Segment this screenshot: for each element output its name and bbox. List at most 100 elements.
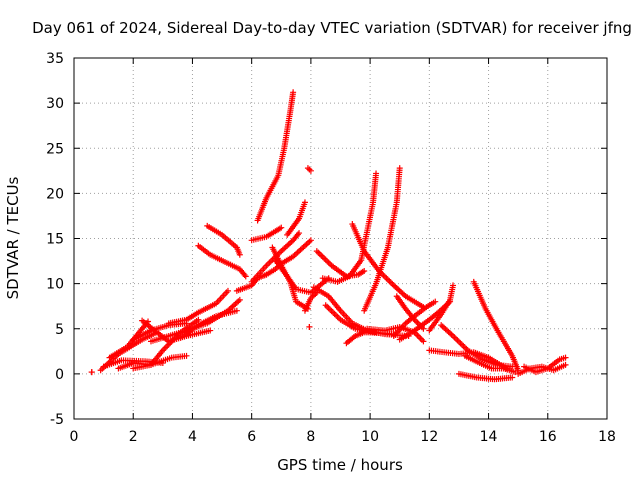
- data-point: [235, 298, 242, 305]
- data-point: [284, 242, 291, 249]
- data-point: [195, 316, 202, 323]
- data-point: [383, 275, 390, 282]
- series-arc-40: [470, 278, 522, 374]
- data-point: [445, 328, 452, 335]
- data-point: [267, 258, 274, 265]
- data-point: [331, 310, 338, 317]
- data-point: [444, 327, 451, 334]
- data-point: [395, 286, 402, 293]
- data-point: [322, 256, 329, 263]
- data-point: [266, 259, 273, 266]
- data-point: [386, 278, 393, 285]
- data-point: [315, 249, 322, 256]
- data-point: [439, 323, 446, 330]
- data-point: [461, 344, 468, 351]
- data-point: [296, 230, 303, 237]
- y-tick-labels: -5 0 5 10 15 20 25 30 35: [46, 51, 64, 428]
- data-point: [390, 282, 397, 289]
- data-point: [432, 298, 439, 305]
- data-point: [333, 312, 340, 319]
- series-arc-08: [130, 316, 202, 372]
- series-arc-23: [306, 323, 313, 330]
- data-point: [183, 352, 190, 359]
- data-point: [304, 165, 311, 172]
- x-tick-label: 8: [306, 429, 315, 445]
- y-tick-label: 15: [46, 232, 64, 248]
- y-tick-label: -5: [50, 412, 64, 428]
- data-point: [300, 244, 307, 251]
- data-point: [562, 361, 569, 368]
- series-arc-26: [319, 170, 380, 285]
- data-point: [322, 302, 329, 309]
- data-point: [455, 338, 462, 345]
- data-point: [330, 309, 337, 316]
- series-arc-17: [254, 89, 297, 224]
- y-axis-title: SDTVAR / TECUs: [4, 176, 22, 299]
- data-point: [282, 244, 289, 251]
- y-tick-label: 25: [46, 141, 64, 157]
- data-point: [384, 276, 391, 283]
- chart-title: Day 061 of 2024, Sidereal Day-to-day VTE…: [32, 19, 632, 37]
- x-tick-label: 2: [129, 429, 138, 445]
- data-point: [509, 374, 516, 381]
- data-point: [562, 354, 569, 361]
- x-tick-label: 14: [480, 429, 498, 445]
- data-point: [327, 306, 334, 313]
- data-point: [373, 170, 380, 177]
- data-point: [396, 287, 403, 294]
- y-tick-label: 35: [46, 51, 64, 67]
- series-arc-29: [349, 221, 427, 311]
- data-point: [393, 285, 400, 292]
- data-point: [454, 337, 461, 344]
- data-point: [306, 238, 313, 245]
- series-arc-30: [343, 329, 380, 347]
- y-tick-label: 10: [46, 277, 64, 293]
- data-point: [396, 165, 403, 172]
- series-arc-11: [177, 307, 240, 341]
- data-point: [306, 166, 313, 173]
- data-point: [293, 250, 300, 257]
- data-point: [290, 89, 297, 96]
- series-arc-31: [361, 165, 403, 314]
- data-point: [316, 251, 323, 258]
- data-point: [398, 289, 405, 296]
- series-arc-13: [195, 242, 249, 280]
- data-point: [299, 245, 306, 252]
- y-tick-label: 20: [46, 186, 64, 202]
- series-arc-28: [322, 302, 397, 338]
- axis-ticks: [73, 57, 608, 420]
- data-point: [420, 325, 427, 332]
- series-arc-41: [455, 370, 516, 383]
- data-point: [324, 303, 331, 310]
- data-point: [450, 282, 457, 289]
- x-tick-label: 12: [420, 429, 438, 445]
- data-point: [451, 334, 458, 341]
- x-tick-label: 16: [539, 429, 557, 445]
- data-point: [303, 241, 310, 248]
- y-tick-label: 30: [46, 96, 64, 112]
- x-tick-label: 4: [188, 429, 197, 445]
- data-point: [306, 323, 313, 330]
- x-tick-label: 10: [361, 429, 379, 445]
- data-point: [458, 341, 465, 348]
- data-point: [294, 249, 301, 256]
- data-point: [287, 240, 294, 247]
- series-arc-24: [301, 289, 320, 314]
- data-point: [319, 253, 326, 260]
- data-point: [307, 237, 314, 244]
- data-point: [442, 326, 449, 333]
- data-point: [318, 252, 325, 259]
- data-point: [307, 167, 314, 174]
- series-arc-36: [426, 282, 457, 334]
- data-point: [207, 327, 214, 334]
- y-tick-label: 5: [55, 322, 64, 338]
- data-point: [447, 330, 454, 337]
- data-point: [301, 242, 308, 249]
- data-point: [325, 259, 332, 266]
- data-point: [264, 261, 271, 268]
- data-point: [233, 299, 240, 306]
- data-point: [420, 338, 427, 345]
- series-arc-22: [304, 165, 314, 174]
- data-point: [88, 369, 95, 376]
- data-point: [281, 245, 288, 252]
